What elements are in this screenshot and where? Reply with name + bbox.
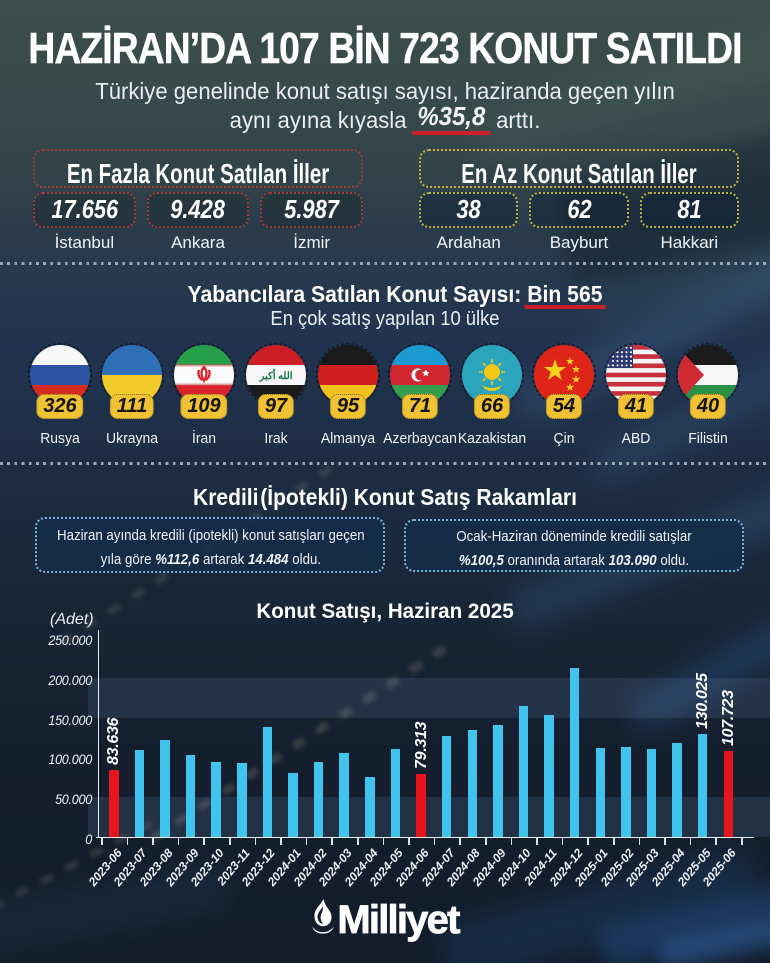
svg-text:الله أكبر: الله أكبر: [258, 369, 292, 382]
